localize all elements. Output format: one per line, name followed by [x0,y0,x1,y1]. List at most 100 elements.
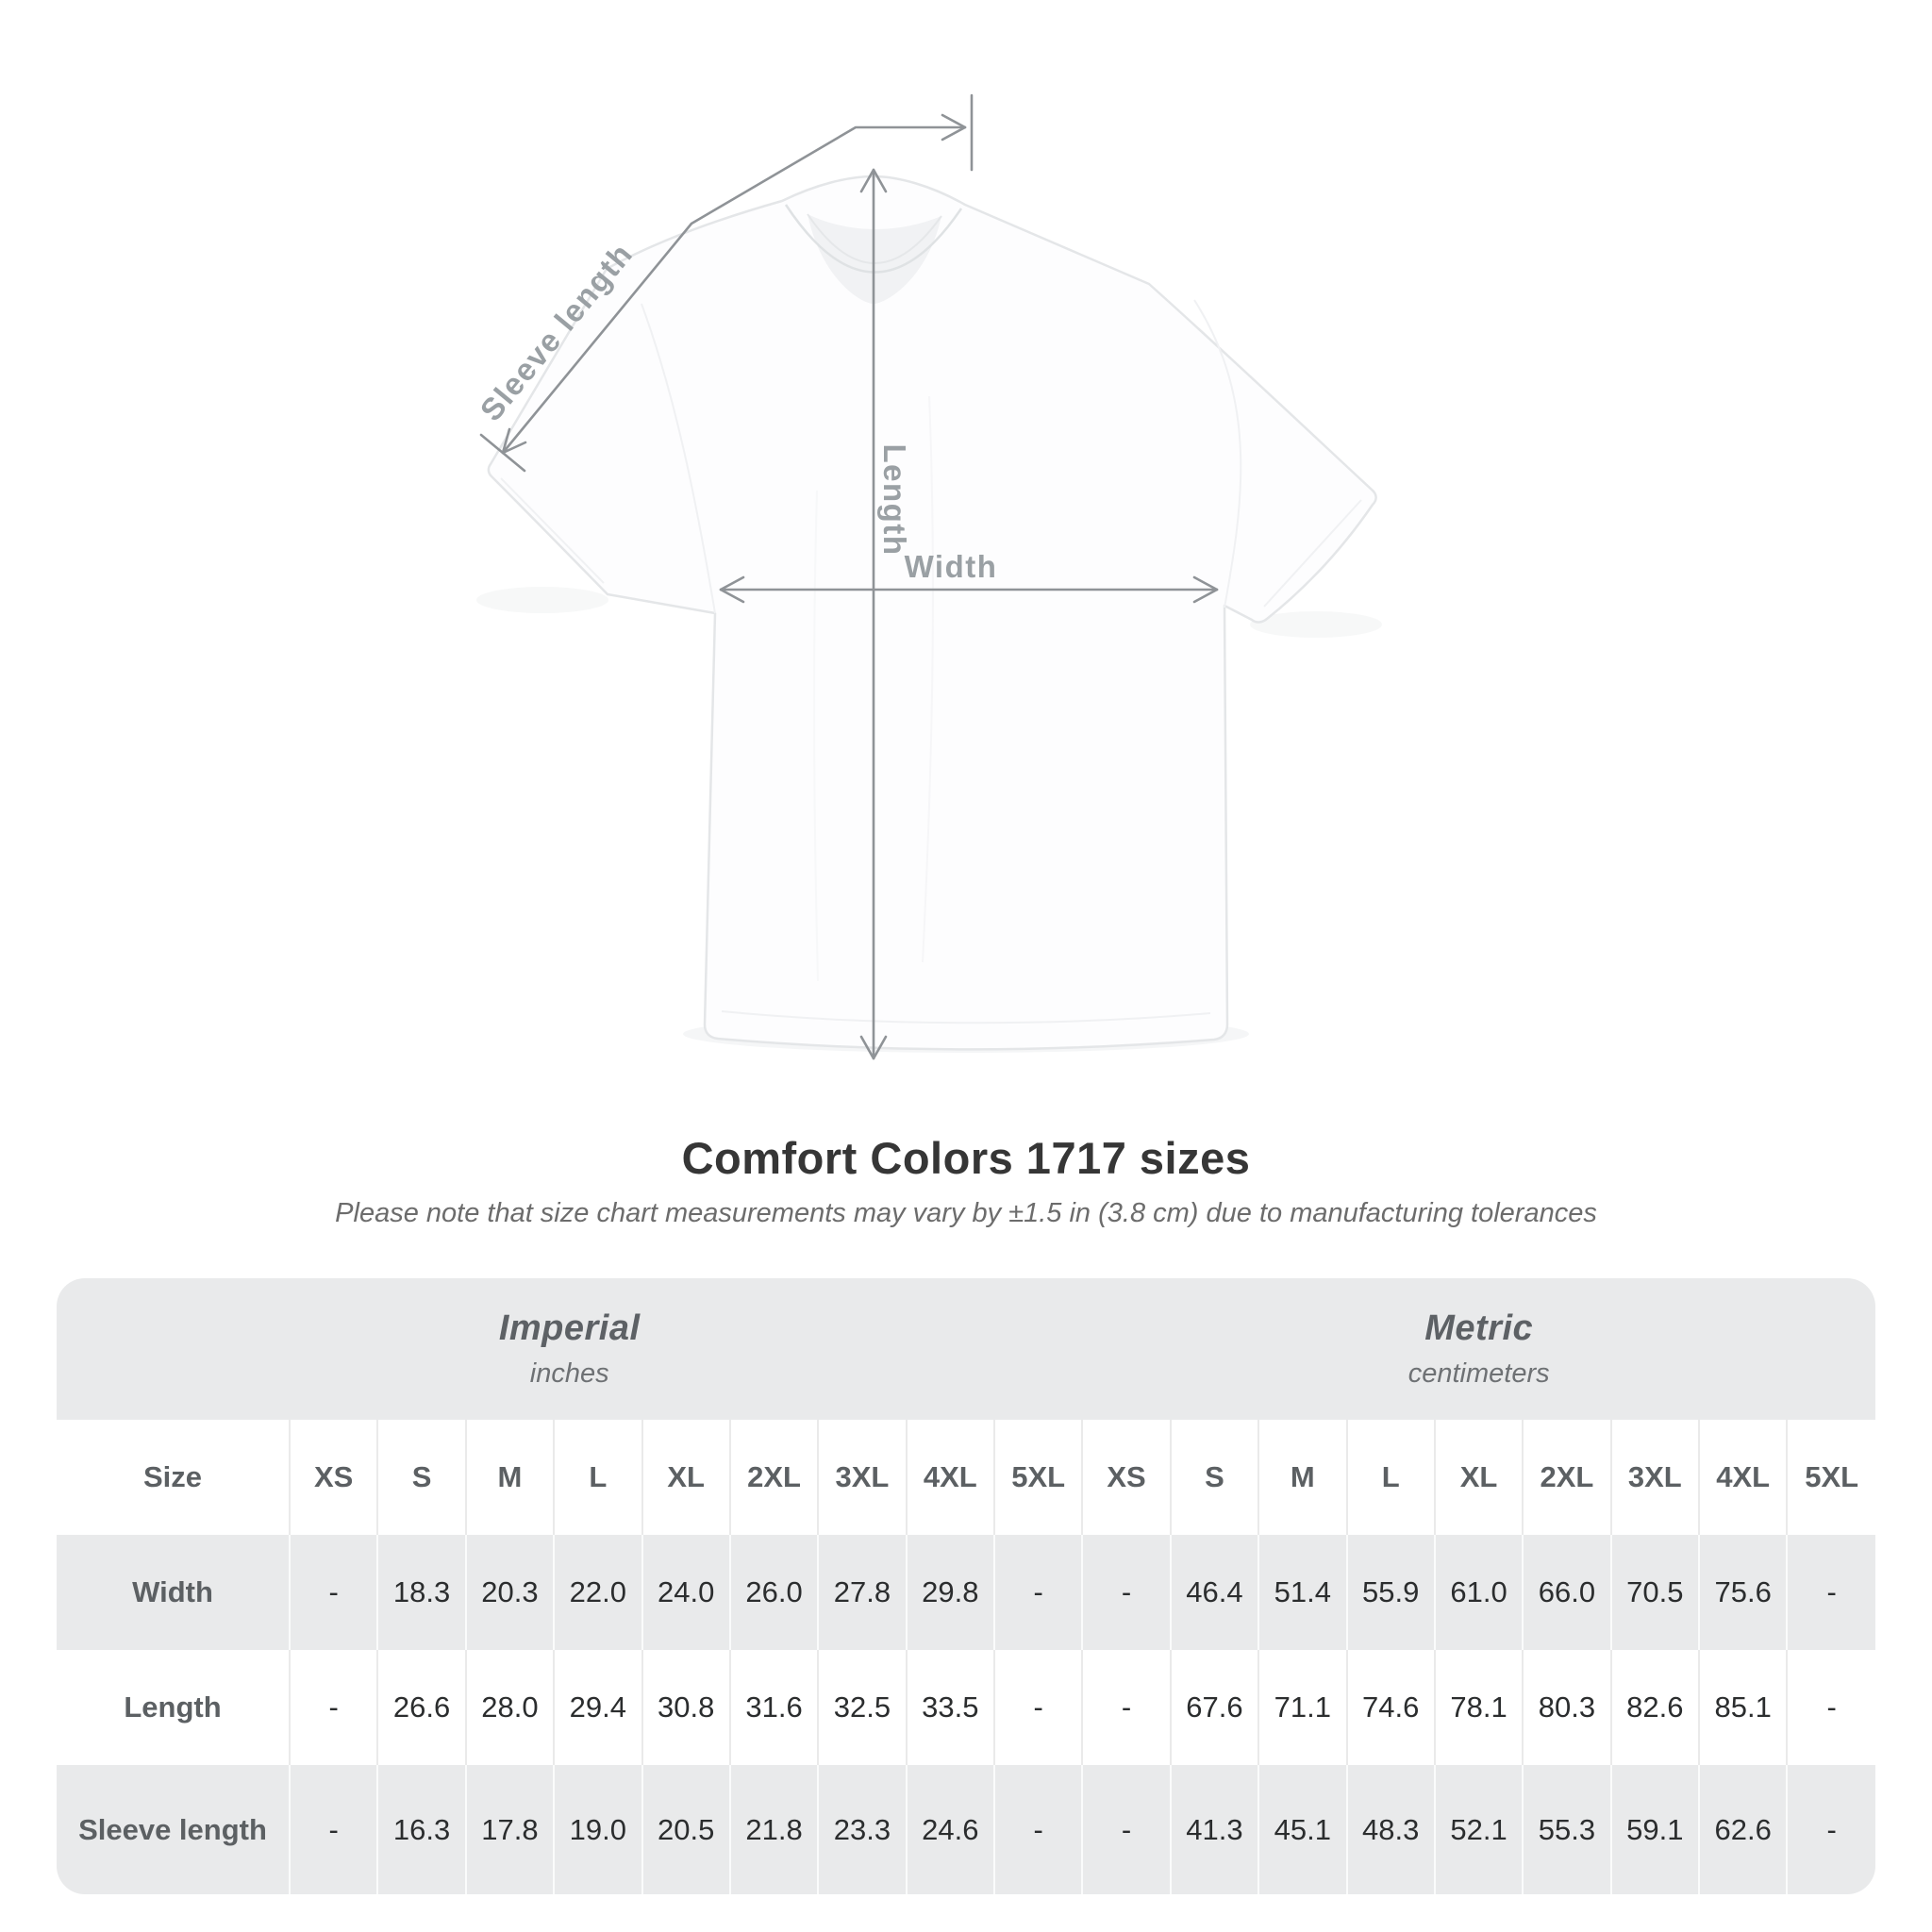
size-col-header: XS [1081,1420,1171,1535]
size-col-header: 5XL [1786,1420,1875,1535]
cell-value: - [992,1535,1083,1650]
size-col-header: 4XL [905,1420,994,1535]
cell-value: 82.6 [1609,1650,1699,1765]
cell-value: 17.8 [464,1765,555,1894]
tshirt-illustration [487,175,1377,1051]
sleeve-length-arrow [479,93,974,473]
width-arrow [719,575,1219,604]
cell-value: 20.3 [464,1535,555,1650]
imperial-sublabel: inches [529,1358,609,1389]
cell-value: 27.8 [817,1535,907,1650]
size-col-header: XL [1433,1420,1524,1535]
metric-sublabel: centimeters [1407,1358,1550,1389]
cell-value: 26.0 [728,1535,819,1650]
cell-value: - [1786,1765,1875,1894]
tshirt-measurement-diagram: Sleeve length Length Width [473,93,1377,1060]
cell-value: 75.6 [1697,1535,1788,1650]
unit-group-row: Imperial inches Metric centimeters [57,1278,1875,1420]
size-col-header: M [1257,1420,1347,1535]
cell-value: - [1081,1650,1171,1765]
page-title: Comfort Colors 1717 sizes [681,1133,1251,1183]
size-col-header: M [464,1420,555,1535]
cell-value: 26.6 [376,1650,466,1765]
cell-value: 18.3 [376,1535,466,1650]
fabric-fold [922,395,934,963]
cell-value: 29.4 [553,1650,642,1765]
imperial-label: Imperial [498,1308,641,1348]
size-col-header: 2XL [728,1420,819,1535]
size-col-header: XL [641,1420,730,1535]
cell-value: 45.1 [1257,1765,1347,1894]
cell-value: 41.3 [1169,1765,1259,1894]
right-cuff-stitch [1263,499,1362,608]
right-body-seam [1193,299,1242,608]
cell-value: - [1786,1650,1875,1765]
cell-value: 22.0 [553,1535,642,1650]
cell-value: 80.3 [1522,1650,1611,1765]
size-col-header: XS [288,1420,378,1535]
cell-value: 19.0 [553,1765,642,1894]
row-label: Width [57,1535,290,1650]
cell-value: 32.5 [817,1650,907,1765]
cell-value: - [992,1765,1083,1894]
cell-value: 55.3 [1522,1765,1611,1894]
table-row-sleeve-length: Sleeve length - 16.3 17.8 19.0 20.5 21.8… [57,1765,1875,1894]
metric-group-header: Metric centimeters [1082,1278,1875,1420]
size-col-header: 2XL [1522,1420,1611,1535]
size-col-header: S [1169,1420,1259,1535]
table-row-width: Width - 18.3 20.3 22.0 24.0 26.0 27.8 29… [57,1535,1875,1650]
size-header-row: Size XS S M L XL 2XL 3XL 4XL 5XL XS S M … [57,1420,1875,1535]
cell-value: - [288,1765,378,1894]
width-label: Width [905,549,998,584]
cell-value: 61.0 [1433,1535,1524,1650]
cell-value: 48.3 [1345,1765,1435,1894]
cell-value: 16.3 [376,1765,466,1894]
cell-value: 67.6 [1169,1650,1259,1765]
cell-value: 23.3 [817,1765,907,1894]
cell-value: 31.6 [728,1650,819,1765]
cell-value: 21.8 [728,1765,819,1894]
cell-value: 85.1 [1697,1650,1788,1765]
size-table: Imperial inches Metric centimeters Size … [57,1278,1875,1894]
left-body-seam [641,303,716,614]
imperial-group-header: Imperial inches [57,1278,1083,1420]
cell-value: 24.6 [905,1765,994,1894]
size-col-header: 3XL [1609,1420,1699,1535]
cell-value: 33.5 [905,1650,994,1765]
cell-value: 46.4 [1169,1535,1259,1650]
cell-value: 71.1 [1257,1650,1347,1765]
cell-value: 59.1 [1609,1765,1699,1894]
cell-value: 55.9 [1345,1535,1435,1650]
cell-value: 51.4 [1257,1535,1347,1650]
cell-value: 52.1 [1433,1765,1524,1894]
size-col-header: 3XL [817,1420,907,1535]
cell-value: - [1081,1535,1171,1650]
size-col-header: S [376,1420,466,1535]
cell-value: - [1786,1535,1875,1650]
cell-value: 28.0 [464,1650,555,1765]
cell-value: 20.5 [641,1765,730,1894]
size-col-header: L [553,1420,642,1535]
table-row-length: Length - 26.6 28.0 29.4 30.8 31.6 32.5 3… [57,1650,1875,1765]
cell-value: - [1081,1765,1171,1894]
cell-value: 30.8 [641,1650,730,1765]
cell-value: 24.0 [641,1535,730,1650]
page-subtitle: Please note that size chart measurements… [335,1198,1597,1228]
fabric-fold [813,490,819,982]
size-col-header: 4XL [1697,1420,1788,1535]
cell-value: 62.6 [1697,1765,1788,1894]
hem-stitch [721,1010,1211,1024]
left-cuff-stitch [500,477,605,584]
cell-value: 70.5 [1609,1535,1699,1650]
length-arrow [859,168,888,1060]
cell-value: 29.8 [905,1535,994,1650]
cell-value: 66.0 [1522,1535,1611,1650]
cell-value: 78.1 [1433,1650,1524,1765]
length-label: Length [877,444,912,557]
cell-value: - [288,1535,378,1650]
cell-value: 74.6 [1345,1650,1435,1765]
size-col-header: 5XL [992,1420,1083,1535]
row-label: Length [57,1650,290,1765]
cell-value: - [992,1650,1083,1765]
